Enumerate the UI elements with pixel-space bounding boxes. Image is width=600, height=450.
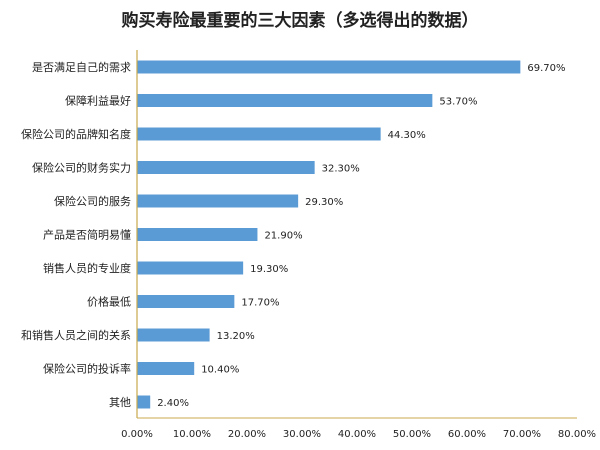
x-tick-label: 70.00% bbox=[503, 429, 541, 440]
x-tick-label: 60.00% bbox=[448, 429, 486, 440]
category-label: 和销售人员之间的关系 bbox=[21, 328, 131, 342]
category-label: 价格最低 bbox=[87, 295, 131, 309]
data-label: 69.70% bbox=[527, 63, 565, 74]
x-tick-label: 40.00% bbox=[338, 429, 376, 440]
category-label: 保险公司的财务实力 bbox=[32, 161, 131, 175]
data-label: 44.30% bbox=[388, 130, 426, 141]
data-label: 2.40% bbox=[157, 398, 189, 409]
bar bbox=[137, 60, 521, 74]
bar bbox=[137, 161, 315, 174]
category-label: 保障利益最好 bbox=[65, 94, 131, 108]
bar bbox=[137, 328, 210, 342]
category-label: 销售人员的专业度 bbox=[43, 261, 131, 275]
bar bbox=[137, 261, 244, 275]
data-label: 19.30% bbox=[250, 264, 288, 275]
data-label: 29.30% bbox=[305, 197, 343, 208]
bar bbox=[137, 395, 151, 409]
data-label: 17.70% bbox=[241, 298, 279, 309]
bar bbox=[137, 295, 235, 308]
data-label: 10.40% bbox=[201, 365, 239, 376]
x-tick-label: 30.00% bbox=[283, 429, 321, 440]
x-tick-label: 50.00% bbox=[393, 429, 431, 440]
bar bbox=[137, 362, 195, 375]
bar bbox=[137, 94, 433, 107]
data-label: 13.20% bbox=[217, 331, 255, 342]
bar bbox=[137, 127, 381, 141]
category-label: 是否满足自己的需求 bbox=[32, 60, 131, 74]
category-label: 保险公司的品牌知名度 bbox=[21, 127, 131, 141]
category-label: 其他 bbox=[109, 396, 131, 409]
axis-layer: 0.00% 10.00% 20.00% 30.00% 40.00% 50.00% 60.00… bbox=[121, 50, 596, 440]
data-label: 32.30% bbox=[322, 164, 360, 175]
x-tick-label: 80.00% bbox=[558, 429, 596, 440]
x-tick-label: 0.00% bbox=[121, 429, 153, 440]
data-label: 21.90% bbox=[264, 231, 302, 242]
category-label: 保险公司的投诉率 bbox=[43, 362, 131, 376]
x-tick-label: 20.00% bbox=[228, 429, 266, 440]
bar bbox=[137, 228, 258, 241]
chart-title: 购买寿险最重要的三大因素（多选得出的数据） bbox=[122, 10, 479, 31]
bars-layer: 是否满足自己的需求 69.70% 保障利益最好 53.70% 保险公司的品牌知名度 44.… bbox=[21, 60, 565, 409]
x-tick-label: 10.00% bbox=[173, 429, 211, 440]
data-label: 53.70% bbox=[439, 97, 477, 108]
bar bbox=[137, 194, 299, 208]
category-label: 保险公司的服务 bbox=[54, 194, 131, 208]
category-label: 产品是否简明易懂 bbox=[43, 228, 131, 242]
